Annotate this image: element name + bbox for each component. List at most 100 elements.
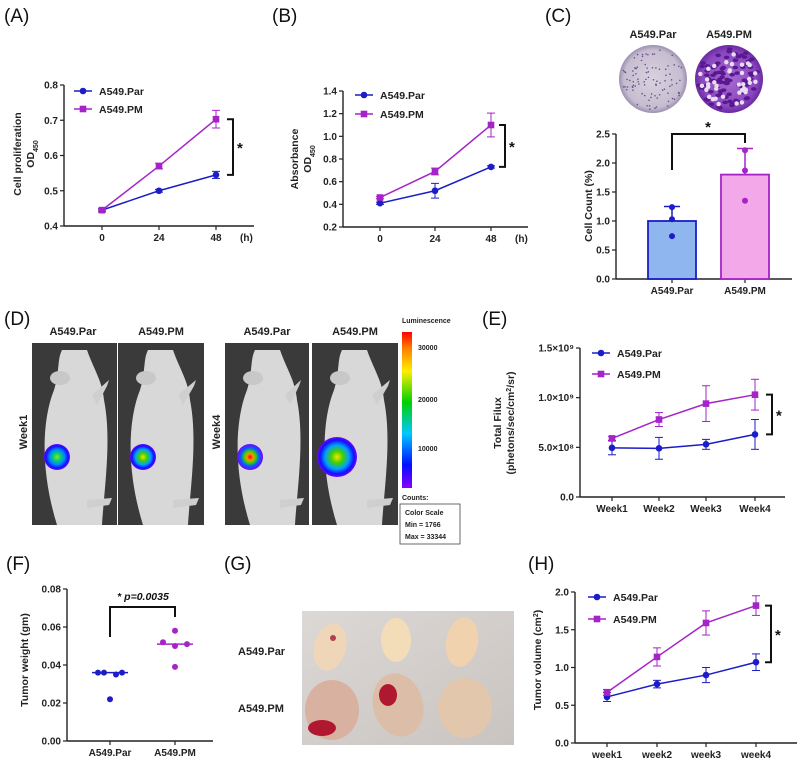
y-tick-label: 0.4 bbox=[44, 222, 58, 233]
colony-dot bbox=[726, 92, 732, 97]
colony-dot bbox=[673, 98, 676, 100]
colony-dot bbox=[659, 82, 661, 84]
y-tick-label: 1.0×10⁹ bbox=[538, 393, 574, 404]
series-a549-pm bbox=[98, 109, 220, 214]
colony-dot bbox=[634, 85, 637, 87]
x-axis-label: (h) bbox=[515, 234, 528, 245]
colony-dot bbox=[626, 86, 629, 88]
colony-dot bbox=[632, 89, 634, 91]
counts-label: Counts: bbox=[402, 495, 428, 502]
y-tick-label: 0.08 bbox=[42, 585, 62, 596]
colorbar-tick: 10000 bbox=[418, 446, 438, 453]
colony-dot bbox=[647, 76, 650, 79]
colony-dot bbox=[622, 69, 625, 72]
y-axis-label-part: Tumor volume (cm bbox=[532, 617, 544, 710]
mouse-leg bbox=[280, 498, 304, 508]
series-a549-par bbox=[376, 163, 495, 207]
colony-dot bbox=[637, 80, 639, 83]
marker-square bbox=[98, 206, 106, 214]
colony-dot bbox=[741, 55, 748, 59]
legend-item: A549.Par bbox=[588, 592, 658, 604]
colony-dot bbox=[641, 92, 643, 95]
plate-gap bbox=[706, 94, 712, 100]
colony-dot bbox=[647, 71, 650, 73]
significance-bracket bbox=[499, 124, 506, 168]
plate-gap bbox=[731, 52, 736, 57]
y-tick-label: 0.5 bbox=[555, 701, 569, 712]
plate-gap bbox=[712, 80, 717, 85]
y-tick-label: 2.5 bbox=[596, 130, 610, 141]
tumor-pm-3 bbox=[438, 678, 492, 738]
significance-star: * bbox=[776, 408, 782, 425]
marker-circle bbox=[752, 658, 760, 666]
colony-dot bbox=[658, 68, 661, 70]
plate-gap bbox=[729, 61, 735, 67]
y-axis-label-part: ) bbox=[532, 610, 544, 614]
chart-e: 0.0 5.0×10⁸ 1.0×10⁹ 1.5×10⁹ Week1 Week2 Week3 W… bbox=[492, 344, 785, 515]
data-point bbox=[160, 639, 166, 646]
colony-dot bbox=[720, 65, 727, 70]
marker-circle bbox=[360, 91, 368, 99]
colony-dot bbox=[680, 66, 683, 69]
plate-gap bbox=[734, 101, 739, 106]
colony-dot bbox=[661, 89, 664, 91]
mouse-image bbox=[312, 343, 398, 525]
colony-dot bbox=[671, 84, 673, 86]
y-axis-label-part: 450 bbox=[310, 145, 317, 157]
marker-circle bbox=[593, 593, 601, 601]
colony-dot bbox=[653, 53, 656, 55]
significance-bracket bbox=[765, 604, 772, 664]
y-axis-label-part: (phetons/sec/cm bbox=[505, 392, 517, 475]
colony-dot bbox=[656, 97, 659, 99]
y-tick-label: 2.0 bbox=[596, 159, 610, 170]
colony-dot bbox=[629, 79, 631, 82]
colony-dot bbox=[646, 67, 648, 69]
colony-dot bbox=[632, 80, 635, 83]
chart-h: 0.0 0.5 1.0 1.5 2.0 week1 week2 week3 week4 Tumor… bbox=[532, 588, 797, 761]
plate-gap bbox=[698, 71, 703, 77]
colony-dot bbox=[743, 51, 749, 55]
plate-gap bbox=[739, 100, 745, 105]
colony-dot bbox=[716, 70, 723, 75]
colony-dot bbox=[640, 59, 643, 62]
marker-circle bbox=[79, 87, 87, 95]
colony-dot bbox=[749, 57, 755, 62]
colony-dot bbox=[726, 47, 733, 52]
color-scale-max: Max = 33344 bbox=[405, 534, 446, 541]
colony-dot bbox=[635, 73, 637, 75]
colony-dot bbox=[632, 84, 635, 87]
marker-square bbox=[487, 121, 495, 129]
colony-dot bbox=[715, 53, 721, 58]
significance-star: * bbox=[509, 139, 515, 156]
significance-bracket bbox=[227, 118, 234, 176]
panel-label-b: (B) bbox=[272, 6, 297, 27]
x-tick-label: 48 bbox=[485, 234, 497, 245]
colony-dot bbox=[721, 80, 728, 85]
plate-gap bbox=[727, 68, 733, 73]
chart-b: 0.2 0.4 0.6 0.8 1.0 1.2 1.4 0 24 48 AbsorbanceOD45… bbox=[289, 87, 528, 245]
series-line bbox=[611, 393, 756, 440]
colony-dot bbox=[631, 86, 634, 89]
marker-circle bbox=[608, 444, 616, 452]
colony-dot bbox=[664, 68, 667, 71]
y-tick-label: 0.6 bbox=[44, 151, 58, 162]
marker-square bbox=[603, 689, 611, 696]
colony-dot bbox=[651, 66, 654, 69]
significance-star: * bbox=[775, 627, 781, 644]
column-label: A549.Par bbox=[49, 326, 97, 338]
luminescence-signal bbox=[130, 444, 156, 470]
marker-circle bbox=[653, 680, 661, 688]
chart-a: 0.4 0.5 0.6 0.7 0.8 0 24 48 Cell proliferationOD… bbox=[12, 81, 254, 244]
data-point bbox=[742, 167, 748, 174]
marker-circle bbox=[376, 199, 384, 207]
y-axis-label-part: OD bbox=[25, 152, 37, 168]
colony-dot bbox=[647, 53, 649, 56]
series-a549-pm bbox=[608, 378, 759, 442]
x-tick-label: 24 bbox=[429, 234, 441, 245]
colony-dot bbox=[636, 53, 639, 56]
y-axis-label-part: OD bbox=[302, 157, 314, 173]
mouse-body bbox=[324, 350, 388, 525]
panel-label-f: (F) bbox=[6, 554, 30, 575]
mouse-leg bbox=[367, 498, 393, 508]
luminescence-signal bbox=[237, 444, 263, 470]
